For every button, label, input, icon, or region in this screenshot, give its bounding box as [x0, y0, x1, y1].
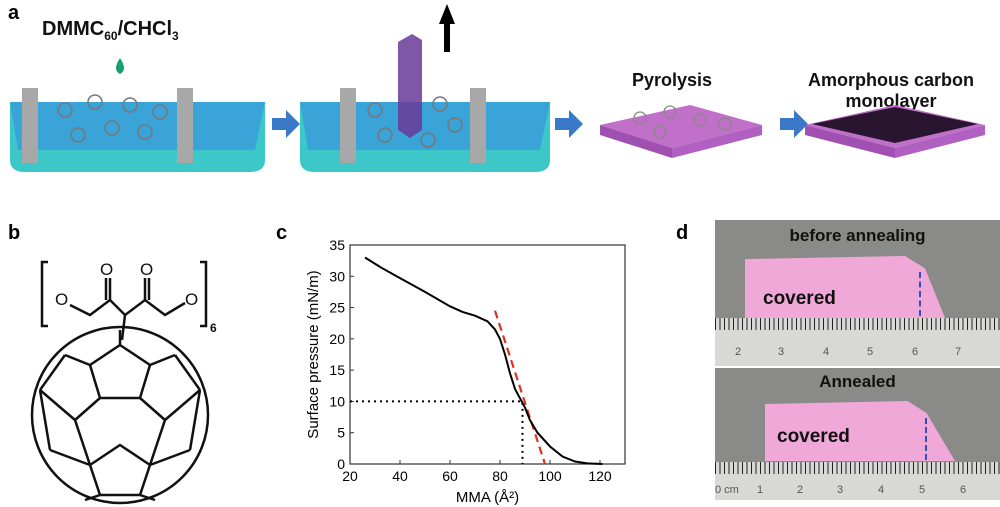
y-tick-label: 5 — [337, 425, 345, 441]
x-axis-label: MMA (Å²) — [456, 489, 519, 506]
y-tick-label: 35 — [329, 237, 345, 253]
svg-text:O: O — [55, 290, 68, 309]
solution-label: DMMC60/CHCl3 — [42, 18, 179, 43]
panel-c-label: c — [276, 222, 288, 244]
svg-text:O: O — [140, 260, 153, 279]
photo-title: before annealing — [789, 226, 926, 245]
boundary-marker — [919, 272, 921, 316]
x-tick-label: 60 — [442, 468, 458, 484]
photo-title: Annealed — [819, 372, 896, 391]
ruler: 0 cm 1 2 3 4 5 6 — [715, 462, 1000, 500]
pyrolysis-label: Pyrolysis — [632, 70, 713, 90]
repeat-subscript: 6 — [210, 321, 217, 335]
up-arrow-icon — [439, 4, 455, 52]
x-tick-label: 20 — [342, 468, 358, 484]
covered-label: covered — [777, 426, 850, 447]
x-tick-label: 100 — [538, 468, 562, 484]
substrate-carbon — [805, 105, 985, 158]
arrow-1 — [272, 110, 300, 138]
drop-icon — [116, 58, 124, 74]
dotted-line — [350, 400, 524, 464]
dashed-tangent-line — [493, 310, 547, 465]
trough-2 — [300, 34, 550, 172]
y-tick-label: 20 — [329, 331, 345, 347]
isotherm-curve — [364, 256, 603, 465]
svg-text:O: O — [100, 260, 113, 279]
substrate-pyrolysis — [600, 105, 762, 158]
covered-label: covered — [763, 288, 836, 309]
y-tick-label: 15 — [329, 362, 345, 378]
y-tick-label: 0 — [337, 456, 345, 472]
panel-b-label: b — [8, 222, 21, 244]
arrow-2 — [555, 110, 583, 138]
panel-d-label: d — [676, 222, 689, 244]
svg-text:O: O — [185, 290, 198, 309]
product-label: Amorphous carbon monolayer — [807, 70, 974, 111]
photo-annealed: Annealed covered 0 cm 1 2 3 4 5 6 — [715, 368, 1000, 500]
pink-paper — [745, 256, 945, 318]
y-tick-label: 25 — [329, 300, 345, 316]
trough-1 — [10, 88, 265, 172]
y-axis-label: Surface pressure (mN/m) — [305, 270, 322, 438]
panel-a-label: a — [8, 2, 20, 24]
arrow-3 — [780, 110, 808, 138]
x-tick-label: 80 — [492, 468, 508, 484]
y-tick-label: 10 — [329, 393, 345, 409]
pink-paper — [765, 401, 955, 461]
x-tick-label: 40 — [392, 468, 408, 484]
plot-frame — [349, 244, 626, 465]
y-tick-label: 30 — [329, 268, 345, 284]
x-tick-label: 120 — [588, 468, 612, 484]
boundary-marker — [925, 418, 927, 460]
